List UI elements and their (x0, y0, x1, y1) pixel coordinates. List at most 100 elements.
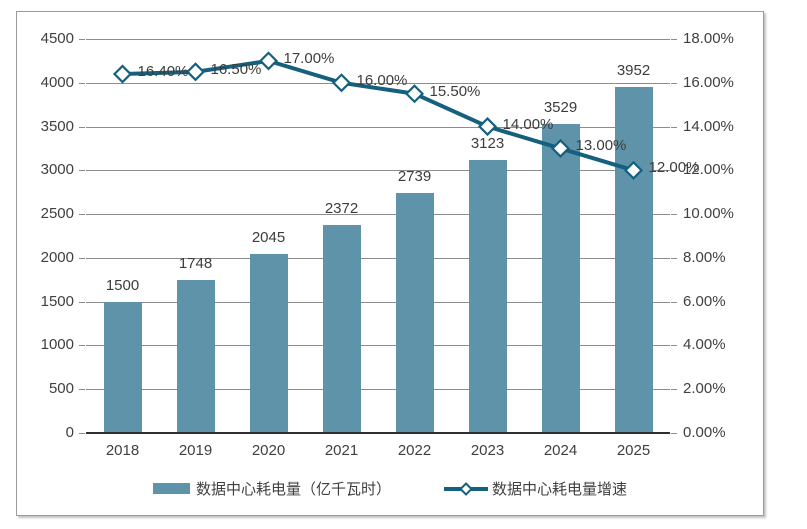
left-axis-tick (79, 345, 85, 347)
diamond-marker-2021 (331, 73, 352, 93)
line-data-label-2025: 12.00% (648, 159, 700, 177)
category-label-2021: 2021 (324, 442, 359, 459)
bar-2024 (541, 124, 580, 433)
line-series-swatch-icon (444, 481, 488, 496)
bar-data-label-2020: 2045 (251, 228, 286, 246)
left-axis-tick-label: 3500 (40, 117, 74, 135)
left-axis-tick-label: 3000 (40, 161, 74, 179)
bar-data-label-2025: 3952 (616, 61, 651, 79)
right-axis-tick-label: 6.00% (683, 292, 726, 310)
right-axis-tick (671, 170, 677, 172)
bar-2022 (395, 193, 434, 433)
left-axis-tick (79, 433, 85, 434)
left-axis-tick (79, 301, 85, 303)
chart-frame: 4500 4000 3500 3000 2500 2000 1500 1000 500 0 18.… (16, 11, 764, 516)
bar-2018 (103, 301, 142, 433)
bar-data-label-2018: 1500 (105, 276, 140, 294)
legend-item-growth: 数据中心耗电量增速 (443, 478, 627, 499)
legend-item-consumption: 数据中心耗电量（亿千瓦时） (152, 478, 391, 499)
left-axis-tick (79, 39, 85, 40)
gridline (86, 126, 670, 128)
right-axis-tick (671, 214, 677, 216)
diamond-marker-2022 (404, 84, 425, 104)
right-axis-tick-label: 18.00% (683, 30, 734, 47)
left-axis-tick (79, 82, 85, 84)
line-data-label-2021: 16.00% (356, 71, 408, 89)
diamond-marker-2018 (112, 64, 133, 84)
left-axis-tick-label: 500 (48, 380, 74, 398)
left-axis-tick-label: 1000 (40, 336, 74, 354)
bar-data-label-2021: 2372 (324, 200, 359, 218)
line-data-label-2023: 14.00% (502, 115, 554, 133)
legend: 数据中心耗电量（亿千瓦时） 数据中心耗电量增速 (17, 478, 763, 499)
left-axis-tick (79, 126, 85, 128)
bar-data-label-2023: 3123 (470, 134, 505, 152)
right-axis-tick (671, 345, 677, 347)
legend-label-consumption: 数据中心耗电量（亿千瓦时） (195, 481, 391, 498)
x-axis-baseline (86, 432, 670, 434)
gridline (86, 345, 670, 347)
left-axis-tick-label: 1500 (40, 292, 74, 310)
line-data-label-2022: 15.50% (429, 82, 481, 100)
diamond-marker-2024 (550, 138, 571, 158)
line-data-label-2020: 17.00% (283, 49, 335, 67)
gridline (86, 257, 670, 259)
left-axis-tick-label: 4000 (40, 73, 74, 91)
right-axis-tick (671, 433, 677, 434)
left-axis-tick (79, 257, 85, 259)
right-axis-tick-label: 0.00% (683, 424, 726, 441)
gridline (86, 389, 670, 391)
line-data-label-2018: 16.40% (137, 63, 189, 81)
gridline (86, 170, 670, 172)
line-data-label-2019: 16.50% (210, 60, 262, 78)
right-axis-tick (671, 389, 677, 391)
bar-data-label-2019: 1748 (178, 254, 213, 272)
right-axis-tick (671, 301, 677, 303)
right-axis-tick-label: 4.00% (683, 336, 726, 354)
bar-2020 (249, 253, 288, 433)
right-axis-tick-label: 10.00% (683, 205, 734, 223)
left-axis-tick-label: 0 (65, 424, 74, 441)
gridline (86, 82, 670, 84)
category-label-2018: 2018 (105, 442, 140, 459)
right-axis-tick (671, 82, 677, 84)
right-axis-tick-label: 2.00% (683, 380, 726, 398)
category-label-2023: 2023 (470, 442, 505, 459)
right-axis-tick-label: 12.00% (683, 161, 734, 179)
category-label-2022: 2022 (397, 442, 432, 459)
category-label-2024: 2024 (543, 442, 578, 459)
bar-data-label-2022: 2739 (397, 168, 432, 186)
line-series-layer (112, 51, 644, 180)
diamond-marker-2023 (477, 117, 498, 137)
gridline (86, 214, 670, 216)
bar-2021 (322, 225, 361, 433)
gridline (86, 301, 670, 303)
left-axis-tick (79, 389, 85, 391)
right-axis-tick (671, 257, 677, 259)
right-axis-tick-label: 8.00% (683, 248, 726, 266)
right-axis-tick-label: 16.00% (683, 73, 734, 91)
diamond-marker-2019 (185, 62, 206, 82)
category-label-2019: 2019 (178, 442, 213, 459)
diamond-marker-2025 (623, 160, 644, 180)
bar-2023 (468, 159, 507, 433)
left-axis-tick-label: 4500 (40, 30, 74, 47)
left-axis-tick-label: 2500 (40, 205, 74, 223)
gridline (86, 39, 670, 40)
right-axis-tick (671, 39, 677, 40)
right-axis-tick (671, 126, 677, 128)
growth-line (122, 58, 635, 173)
bar-2019 (176, 279, 215, 433)
left-axis-tick (79, 170, 85, 172)
category-label-2020: 2020 (251, 442, 286, 459)
bar-data-label-2024: 3529 (543, 99, 578, 117)
diamond-marker-2020 (258, 51, 279, 71)
legend-label-growth: 数据中心耗电量增速 (492, 481, 628, 498)
bar-2025 (614, 86, 653, 433)
line-data-label-2024: 13.00% (575, 137, 627, 155)
left-axis-tick (79, 214, 85, 216)
left-axis-tick-label: 2000 (40, 248, 74, 266)
category-label-2025: 2025 (616, 442, 651, 459)
right-axis-tick-label: 14.00% (683, 117, 734, 135)
